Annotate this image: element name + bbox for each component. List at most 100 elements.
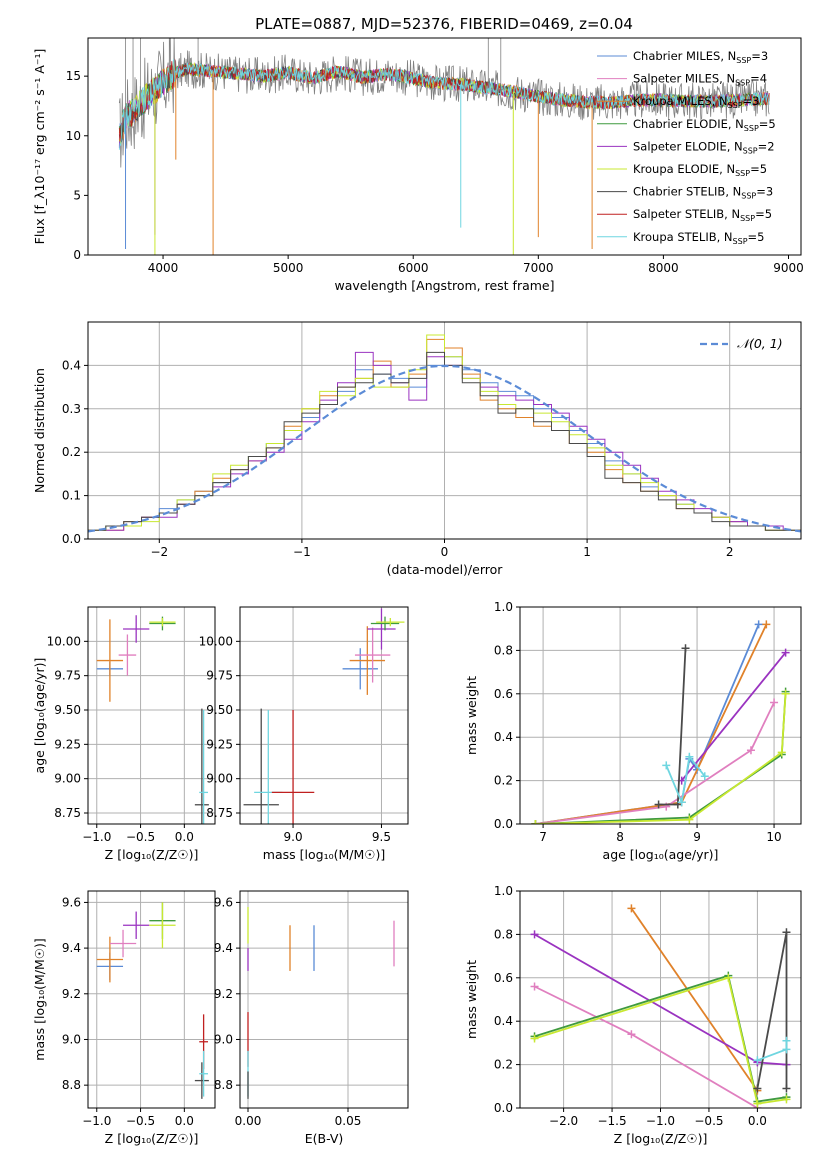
y-tick-label: 0.0 [62,532,81,546]
legend-label: Kroupa STELIB, NSSP=5 [633,230,764,246]
legend-tail: =2 [758,139,775,153]
x-tick-label: 0 [441,545,449,559]
weight-line [630,907,759,1092]
weight-marker [530,982,539,991]
weight-marker [753,1084,762,1093]
x-axis-label: E(B-V) [305,1131,344,1146]
y-tick-label: 5 [73,188,81,202]
y-tick-label: 0 [73,248,81,262]
x-tick-label: −0.5 [126,830,155,844]
x-tick-label: 10 [766,830,781,844]
weight-marker [746,746,755,755]
x-tick-label: 9 [693,830,701,844]
x-tick-label: −0.5 [694,1114,723,1128]
legend-subscript: SSP [733,237,748,246]
legend-tail: =5 [755,207,772,221]
y-tick-label: 9.25 [206,737,233,751]
x-tick-label: −1.0 [646,1114,675,1128]
legend-label: Chabrier ELODIE, NSSP=5 [633,117,776,133]
weight-marker [685,815,694,824]
weight-line [665,754,706,806]
y-tick-label: 0.4 [494,730,513,744]
spectrum-line [118,58,770,150]
y-axis-label: Normed distribution [32,368,47,493]
y-tick-label: 0.8 [494,643,513,657]
legend-label: 𝒩(0, 1) [737,336,783,351]
y-tick-label: 0.0 [494,1101,513,1115]
x-axis-label: (data-model)/error [387,562,504,577]
y-tick-label: 9.50 [206,703,233,717]
y-tick-label: 9.4 [62,941,81,955]
y-tick-label: 0.1 [62,489,81,503]
axes-frame [87,321,802,540]
x-tick-label: −2.0 [549,1114,578,1128]
y-tick-label: 0.2 [494,774,513,788]
panel-weight-vs-Z: −2.0 −1.5 −1.0 −0.5 0.0 0.0 0.2 0.4 0.6 0.8 1.0 Z [… [464,884,802,1146]
y-tick-label: 0.2 [494,1058,513,1072]
plot-area [247,906,395,1099]
axes-frame [239,890,409,1109]
y-tick-label: 9.75 [54,669,81,683]
y-tick-label: 0.4 [62,358,81,372]
x-tick-label: −1 [293,545,311,559]
axes-frame [87,37,802,256]
panel-weight-vs-age: 7 8 9 10 0.0 0.2 0.4 0.6 0.8 1.0 age [log₁₀(age/yr… [464,600,802,862]
y-axis-label: mass weight [464,960,479,1039]
y-tick-label: 9.25 [54,737,81,751]
legend-label: Salpeter ELODIE, NSSP=2 [633,139,775,155]
panel-residuals: −2 −1 0 1 2 0.0 0.1 0.2 0.3 0.4 (data-model)/error… [32,321,802,577]
y-tick-label: 0.0 [494,817,513,831]
weight-line [534,976,787,1105]
weight-marker [724,973,733,982]
y-tick-label: 8.8 [62,1078,81,1092]
weight-marker [700,772,709,781]
x-tick-label: −1.0 [82,1114,111,1128]
legend-subscript: SSP [743,146,758,155]
x-tick-label: 9.5 [372,830,391,844]
weight-marker [685,752,694,761]
legend-label: Kroupa ELODIE, NSSP=5 [633,162,767,178]
weight-marker [530,1034,539,1043]
weight-marker [782,1095,791,1104]
y-tick-label: 8.75 [206,806,233,820]
legend-subscript: SSP [735,169,750,178]
panel-mass-vs-Z: −1.0 −0.5 0.0 8.8 9.0 9.2 9.4 9.6 Z [log₁₀(Z/Z☉)… [32,890,216,1146]
x-axis-label: wavelength [Angstrom, rest frame] [334,278,554,293]
legend-label: Chabrier STELIB, NSSP=3 [633,185,773,201]
legend-label: Salpeter STELIB, NSSP=5 [633,207,772,223]
weight-marker [782,928,791,937]
x-tick-label: 0.0 [748,1114,767,1128]
legend-subscript: SSP [740,214,755,223]
y-tick-label: 9.6 [214,895,233,909]
weight-marker [782,1036,791,1045]
legend: Chabrier MILES, NSSP=3 Salpeter MILES, NS… [597,49,776,246]
weight-marker [754,620,763,629]
x-tick-label: 8 [616,830,624,844]
legend-label: Chabrier MILES, NSSP=3 [633,49,768,65]
axes-frame [519,606,802,825]
legend-subscript: SSP [741,192,756,201]
legend-label: Salpeter MILES, NSSP=4 [633,72,767,88]
x-tick-label: 7 [539,830,547,844]
weight-marker [753,1099,762,1108]
weight-marker [530,930,539,939]
x-axis-label: age [log₁₀(age/yr)] [603,847,719,862]
y-axis-label: mass [log₁₀(M/M☉)] [32,938,47,1060]
histogram-step [88,351,801,531]
y-tick-label: 10.00 [47,634,81,648]
weight-marker [770,698,779,707]
weight-line [681,652,787,782]
weight-line [535,624,768,824]
legend-tail: =4 [750,72,767,86]
panel-mass-vs-ebv: 0.00 0.05 8.8 9.0 9.2 9.4 9.6 E(B-V) [214,890,409,1146]
y-tick-label: 9.50 [54,703,81,717]
legend-tail: =3 [743,94,760,108]
spectrum-line [118,38,770,168]
y-tick-label: 9.2 [214,987,233,1001]
weight-marker [662,761,671,770]
panel-spectrum: 4000 5000 6000 7000 8000 9000 0 5 10 15 wavelength… [32,37,804,293]
x-axis-label: Z [log₁₀(Z/Z☉)] [105,847,199,862]
x-tick-label: 0.0 [175,1114,194,1128]
legend-tail: =3 [756,185,773,199]
